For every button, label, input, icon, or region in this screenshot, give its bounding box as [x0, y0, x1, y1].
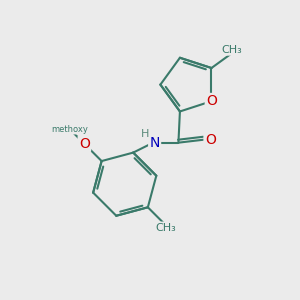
- Text: methoxy: methoxy: [51, 124, 88, 134]
- Text: O: O: [205, 133, 216, 147]
- Text: O: O: [79, 137, 90, 151]
- Text: CH₃: CH₃: [156, 223, 176, 233]
- Text: CH₃: CH₃: [222, 45, 243, 55]
- Text: O: O: [206, 94, 217, 108]
- Text: H: H: [141, 129, 149, 140]
- Text: N: N: [149, 136, 160, 150]
